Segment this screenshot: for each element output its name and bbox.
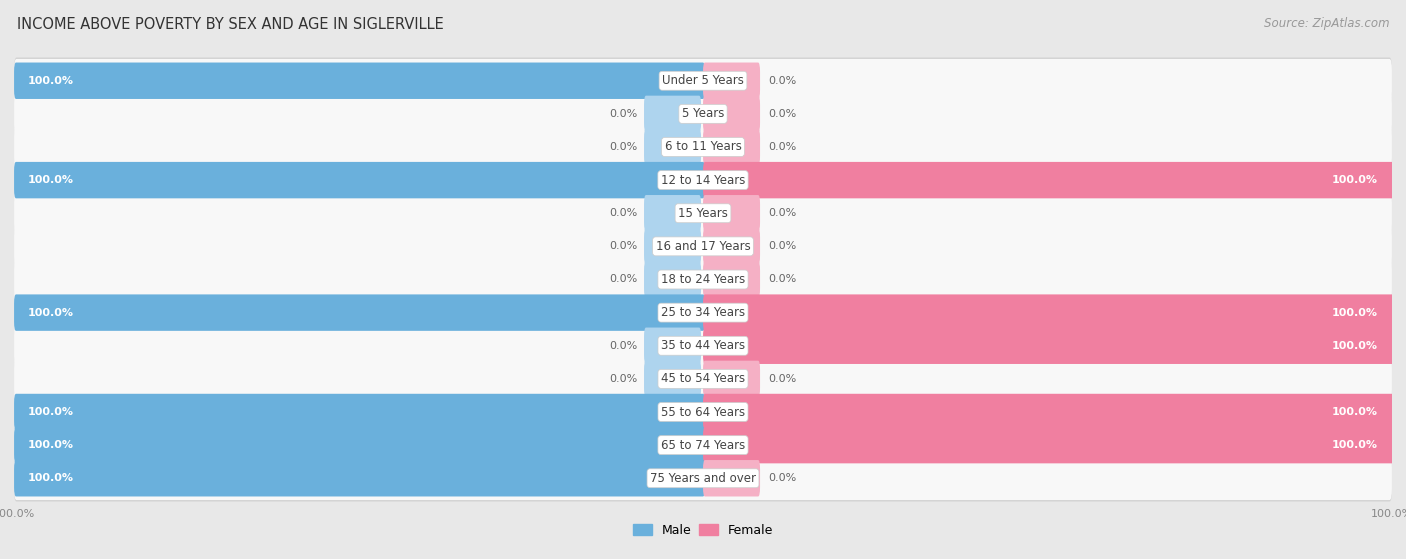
Legend: Male, Female: Male, Female bbox=[628, 519, 778, 542]
FancyBboxPatch shape bbox=[14, 423, 1392, 467]
FancyBboxPatch shape bbox=[703, 162, 1393, 198]
FancyBboxPatch shape bbox=[703, 63, 761, 99]
FancyBboxPatch shape bbox=[14, 158, 1392, 202]
FancyBboxPatch shape bbox=[703, 427, 1393, 463]
FancyBboxPatch shape bbox=[14, 225, 1392, 268]
FancyBboxPatch shape bbox=[14, 390, 1392, 434]
FancyBboxPatch shape bbox=[14, 258, 1392, 301]
FancyBboxPatch shape bbox=[14, 125, 1392, 169]
Text: 100.0%: 100.0% bbox=[28, 407, 75, 417]
Text: 0.0%: 0.0% bbox=[769, 274, 797, 285]
Text: 100.0%: 100.0% bbox=[1331, 175, 1378, 185]
Text: 15 Years: 15 Years bbox=[678, 207, 728, 220]
Text: 100.0%: 100.0% bbox=[1331, 341, 1378, 350]
Text: 6 to 11 Years: 6 to 11 Years bbox=[665, 140, 741, 154]
FancyBboxPatch shape bbox=[14, 357, 1392, 401]
FancyBboxPatch shape bbox=[703, 96, 761, 132]
Text: 0.0%: 0.0% bbox=[609, 341, 637, 350]
Text: 100.0%: 100.0% bbox=[28, 473, 75, 484]
Text: 100.0%: 100.0% bbox=[28, 175, 75, 185]
Text: 100.0%: 100.0% bbox=[28, 307, 75, 318]
FancyBboxPatch shape bbox=[14, 427, 704, 463]
Text: 0.0%: 0.0% bbox=[769, 109, 797, 119]
FancyBboxPatch shape bbox=[644, 96, 702, 132]
FancyBboxPatch shape bbox=[14, 162, 704, 198]
FancyBboxPatch shape bbox=[644, 228, 702, 264]
Text: 45 to 54 Years: 45 to 54 Years bbox=[661, 372, 745, 385]
Text: 0.0%: 0.0% bbox=[769, 473, 797, 484]
FancyBboxPatch shape bbox=[703, 195, 761, 231]
Text: 55 to 64 Years: 55 to 64 Years bbox=[661, 405, 745, 419]
Text: 100.0%: 100.0% bbox=[1331, 307, 1378, 318]
FancyBboxPatch shape bbox=[703, 361, 761, 397]
FancyBboxPatch shape bbox=[14, 92, 1392, 136]
Text: Under 5 Years: Under 5 Years bbox=[662, 74, 744, 87]
Text: 25 to 34 Years: 25 to 34 Years bbox=[661, 306, 745, 319]
FancyBboxPatch shape bbox=[14, 157, 1392, 203]
FancyBboxPatch shape bbox=[644, 261, 702, 298]
FancyBboxPatch shape bbox=[14, 422, 1392, 468]
FancyBboxPatch shape bbox=[703, 129, 761, 165]
FancyBboxPatch shape bbox=[14, 455, 1392, 501]
FancyBboxPatch shape bbox=[14, 59, 1392, 103]
Text: 0.0%: 0.0% bbox=[769, 75, 797, 86]
Text: 0.0%: 0.0% bbox=[769, 374, 797, 384]
Text: 18 to 24 Years: 18 to 24 Years bbox=[661, 273, 745, 286]
FancyBboxPatch shape bbox=[703, 295, 1393, 331]
FancyBboxPatch shape bbox=[14, 91, 1392, 137]
FancyBboxPatch shape bbox=[14, 323, 1392, 369]
Text: 100.0%: 100.0% bbox=[1331, 407, 1378, 417]
Text: 0.0%: 0.0% bbox=[769, 241, 797, 252]
FancyBboxPatch shape bbox=[14, 124, 1392, 170]
FancyBboxPatch shape bbox=[14, 290, 1392, 336]
FancyBboxPatch shape bbox=[644, 361, 702, 397]
FancyBboxPatch shape bbox=[703, 460, 761, 496]
Text: 0.0%: 0.0% bbox=[609, 209, 637, 218]
Text: 0.0%: 0.0% bbox=[609, 142, 637, 152]
Text: 65 to 74 Years: 65 to 74 Years bbox=[661, 439, 745, 452]
FancyBboxPatch shape bbox=[703, 228, 761, 264]
Text: INCOME ABOVE POVERTY BY SEX AND AGE IN SIGLERVILLE: INCOME ABOVE POVERTY BY SEX AND AGE IN S… bbox=[17, 17, 444, 32]
Text: 0.0%: 0.0% bbox=[609, 241, 637, 252]
FancyBboxPatch shape bbox=[703, 328, 1393, 364]
FancyBboxPatch shape bbox=[14, 190, 1392, 236]
Text: 12 to 14 Years: 12 to 14 Years bbox=[661, 174, 745, 187]
Text: 0.0%: 0.0% bbox=[609, 274, 637, 285]
FancyBboxPatch shape bbox=[14, 460, 704, 496]
Text: 16 and 17 Years: 16 and 17 Years bbox=[655, 240, 751, 253]
FancyBboxPatch shape bbox=[644, 328, 702, 364]
Text: Source: ZipAtlas.com: Source: ZipAtlas.com bbox=[1264, 17, 1389, 30]
FancyBboxPatch shape bbox=[14, 389, 1392, 435]
Text: 0.0%: 0.0% bbox=[769, 142, 797, 152]
FancyBboxPatch shape bbox=[14, 291, 1392, 334]
Text: 35 to 44 Years: 35 to 44 Years bbox=[661, 339, 745, 352]
Text: 0.0%: 0.0% bbox=[609, 109, 637, 119]
FancyBboxPatch shape bbox=[703, 261, 761, 298]
FancyBboxPatch shape bbox=[644, 195, 702, 231]
FancyBboxPatch shape bbox=[14, 295, 704, 331]
FancyBboxPatch shape bbox=[703, 394, 1393, 430]
FancyBboxPatch shape bbox=[14, 58, 1392, 104]
Text: 5 Years: 5 Years bbox=[682, 107, 724, 120]
FancyBboxPatch shape bbox=[14, 324, 1392, 368]
FancyBboxPatch shape bbox=[644, 129, 702, 165]
Text: 0.0%: 0.0% bbox=[609, 374, 637, 384]
FancyBboxPatch shape bbox=[14, 257, 1392, 302]
FancyBboxPatch shape bbox=[14, 456, 1392, 500]
FancyBboxPatch shape bbox=[14, 223, 1392, 269]
Text: 100.0%: 100.0% bbox=[28, 75, 75, 86]
Text: 100.0%: 100.0% bbox=[28, 440, 75, 450]
FancyBboxPatch shape bbox=[14, 356, 1392, 402]
FancyBboxPatch shape bbox=[14, 63, 704, 99]
FancyBboxPatch shape bbox=[14, 394, 704, 430]
FancyBboxPatch shape bbox=[14, 191, 1392, 235]
Text: 100.0%: 100.0% bbox=[1331, 440, 1378, 450]
Text: 0.0%: 0.0% bbox=[769, 209, 797, 218]
Text: 75 Years and over: 75 Years and over bbox=[650, 472, 756, 485]
